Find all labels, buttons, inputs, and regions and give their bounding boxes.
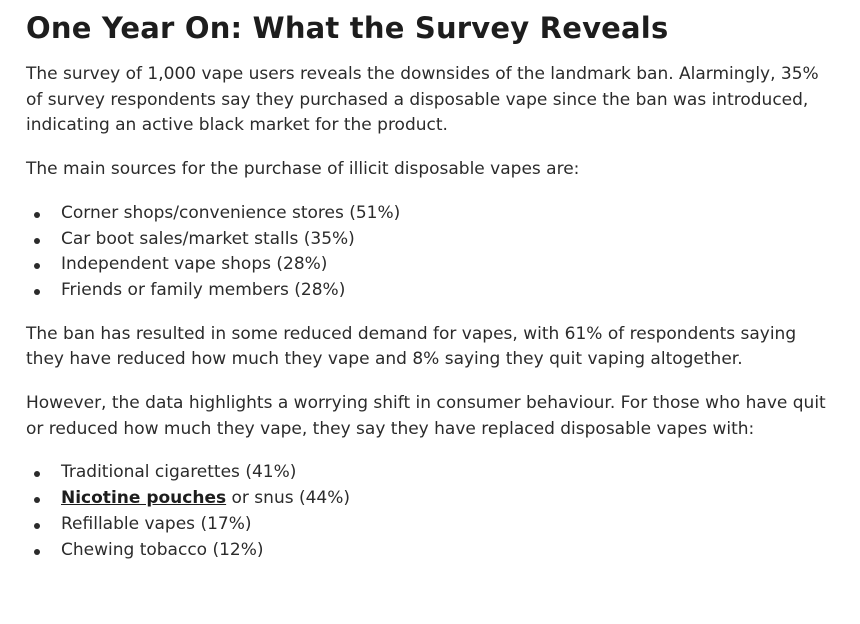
paragraph: However, the data highlights a worrying … [26, 393, 826, 439]
list-item: Corner shops/convenience stores (51%) [26, 201, 834, 227]
paragraph: The ban has resulted in some reduced dem… [26, 323, 797, 370]
list-item: Refillable vapes (17%) [26, 512, 834, 538]
list-item-text: or snus (44%) [231, 488, 351, 509]
list-item: Car boot sales/market stalls (35%) [26, 227, 834, 253]
link[interactable]: Nicotine pouches [61, 488, 227, 509]
paragraph: The survey of 1,000 vape users reveals t… [26, 64, 819, 136]
source-list: Corner shops/convenience stores (51%) Ca… [26, 201, 834, 304]
list-item: Independent vape shops (28%) [26, 252, 834, 278]
list-item: Traditional cigarettes (41%) [26, 460, 834, 486]
list-item: Friends or family members (28%) [26, 278, 834, 304]
replacement-list: Traditional cigarettes (41%) Nicotine po… [26, 460, 834, 563]
paragraph: The main sources for the purchase of ill… [26, 159, 580, 180]
list-item: Nicotine pouches or snus (44%) [26, 486, 834, 512]
list-item: Chewing tobacco (12%) [26, 538, 834, 564]
heading: One Year On: What the Survey Reveals [26, 11, 669, 45]
